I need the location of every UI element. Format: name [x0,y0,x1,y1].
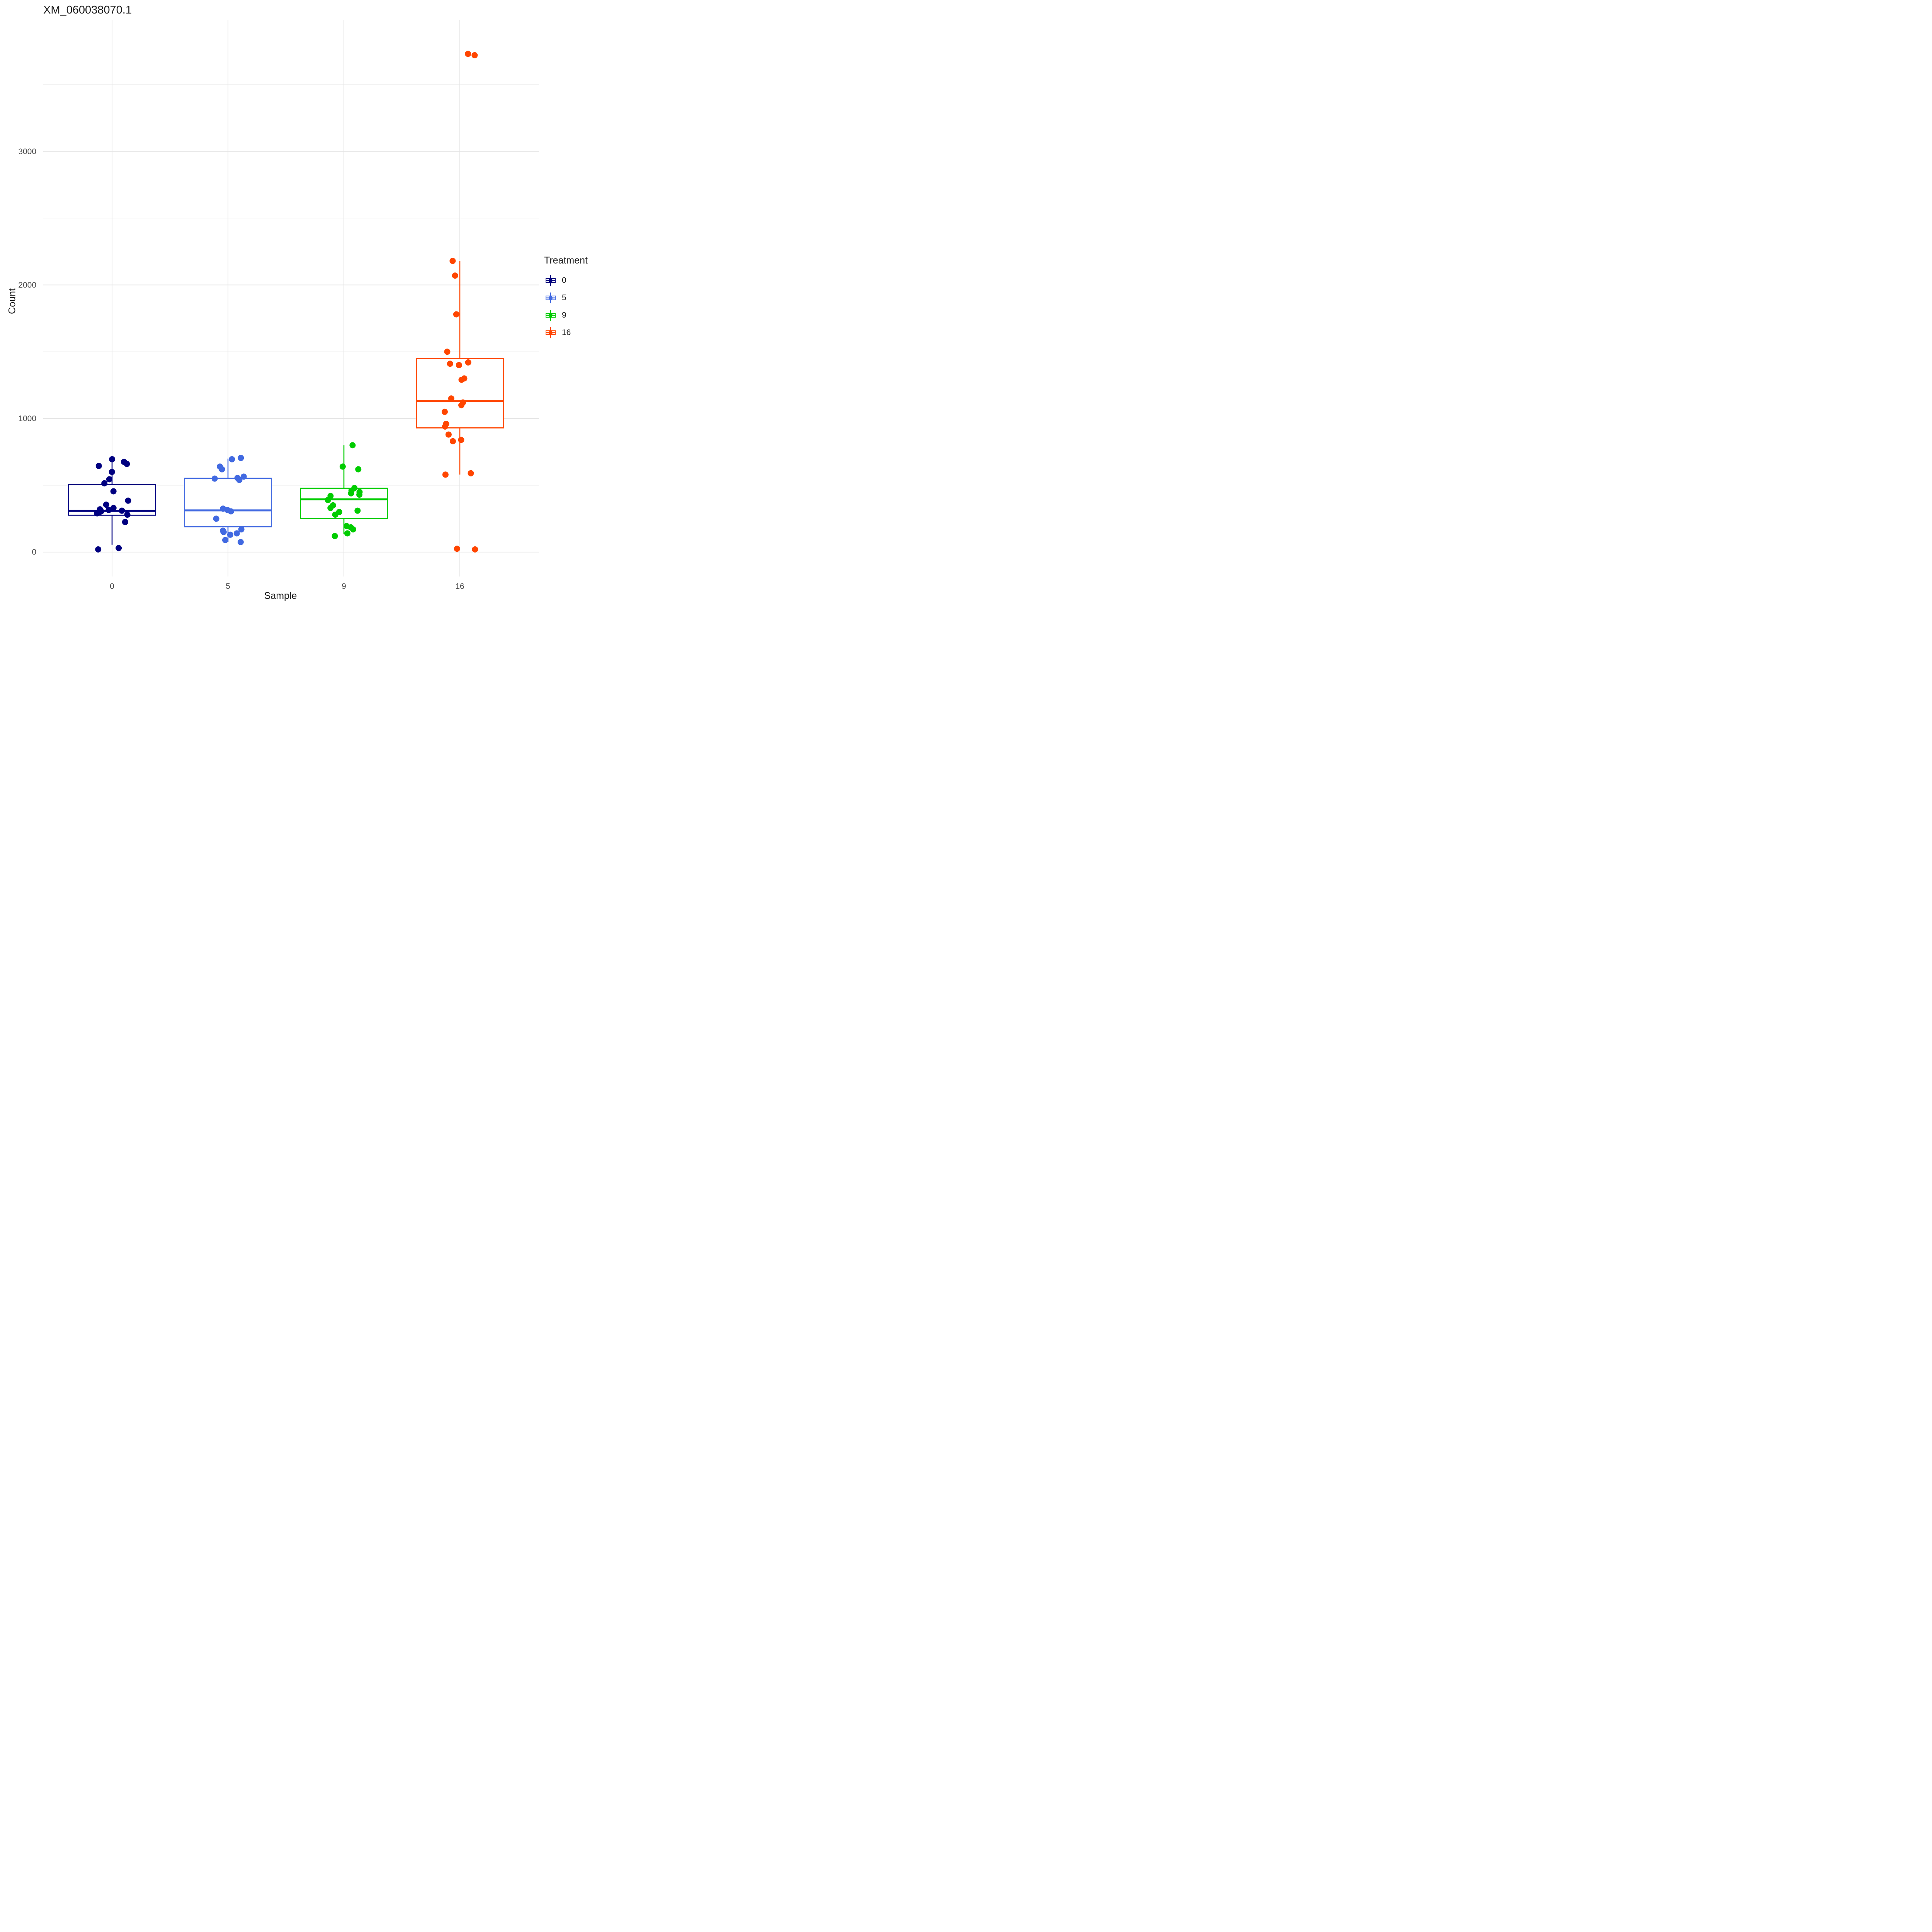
jitter-point [344,530,350,537]
box-9 [300,488,388,519]
y-tick-label: 1000 [18,414,36,423]
jitter-point [351,485,358,491]
chart-title: XM_060038070.1 [43,4,132,16]
jitter-point [452,272,458,279]
legend-item-label: 9 [562,310,566,320]
jitter-point [122,519,128,525]
jitter-point [229,456,235,463]
jitter-point [110,488,117,495]
jitter-point [356,489,363,495]
jitter-point [105,507,112,513]
jitter-point [110,505,117,511]
jitter-point [227,531,233,538]
y-tick-label: 0 [32,548,36,557]
jitter-point [449,438,456,444]
jitter-point [453,311,459,318]
jitter-point [354,507,361,514]
jitter-point [238,455,244,461]
jitter-point [101,480,108,486]
jitter-point [456,362,462,368]
y-tick-label: 2000 [18,281,36,289]
jitter-point [234,474,241,481]
jitter-point [443,420,449,427]
jitter-point [444,349,451,355]
jitter-point [441,408,448,415]
jitter-point [447,361,453,367]
jitter-point [332,533,338,539]
jitter-point [454,546,460,552]
jitter-point [240,473,247,480]
jitter-point [445,431,452,438]
legend-title: Treatment [544,255,588,266]
x-tick-label: 9 [342,582,346,591]
x-tick-label: 16 [455,582,464,591]
jitter-point [349,442,356,449]
jitter-point [124,511,131,518]
legend-item-label: 0 [562,276,566,285]
jitter-point [119,507,125,514]
jitter-point [211,475,218,482]
jitter-point [458,437,464,443]
jitter-point [449,258,456,264]
jitter-point [125,497,131,504]
jitter-point [97,506,103,513]
jitter-point [468,470,474,476]
jitter-point [109,469,115,475]
boxplot-figure: XM_060038070.1 0 1000 2000 3000 0 5 9 16 Count … [0,0,605,605]
jitter-point [327,493,334,499]
jitter-point [121,459,127,465]
jitter-point [233,530,240,537]
legend-key-icon [546,292,556,303]
jitter-point [471,52,478,58]
jitter-point [238,526,245,532]
legend-key-icon [546,310,556,321]
jitter-point [442,471,449,478]
jitter-point [330,502,336,509]
box-16 [416,358,504,429]
y-tick-label: 3000 [18,147,36,156]
jitter-point [116,545,122,551]
jitter-point [355,466,362,473]
jitter-point [448,395,454,402]
jitter-point [95,546,102,553]
legend-items: 0 5 9 16 [544,272,588,341]
legend-key-icon [546,275,556,286]
jitter-point [109,456,116,463]
legend-item-label: 5 [562,293,566,302]
jitter-point [237,539,244,545]
legend-item-9: 9 [544,306,588,324]
jitter-point [95,463,102,469]
jitter-point [106,476,112,483]
jitter-point [343,523,350,529]
jitter-point [472,546,478,553]
jitter-point [103,502,109,508]
jitter-point [336,509,342,515]
legend-item-16: 16 [544,324,588,341]
jitter-point [217,463,223,470]
jitter-point [213,515,219,522]
jitter-point [222,537,228,543]
jitter-point [465,51,471,57]
jitter-point [219,527,226,534]
jitter-point [339,463,346,470]
x-tick-label: 0 [110,582,114,591]
legend-item-label: 16 [562,328,571,337]
x-axis-label: Sample [264,590,297,601]
jitter-point [220,505,226,512]
plot-area: 0 1000 2000 3000 0 5 9 16 [18,20,539,591]
legend-key-icon [546,327,556,338]
jitter-point [460,399,466,406]
jitter-point [461,375,468,382]
legend-item-5: 5 [544,289,588,306]
jitter-point [465,359,471,366]
legend: Treatment 0 5 9 16 [544,255,588,341]
x-tick-label: 5 [226,582,230,591]
legend-item-0: 0 [544,272,588,289]
box-5 [184,478,272,527]
y-axis-label: Count [7,288,18,314]
